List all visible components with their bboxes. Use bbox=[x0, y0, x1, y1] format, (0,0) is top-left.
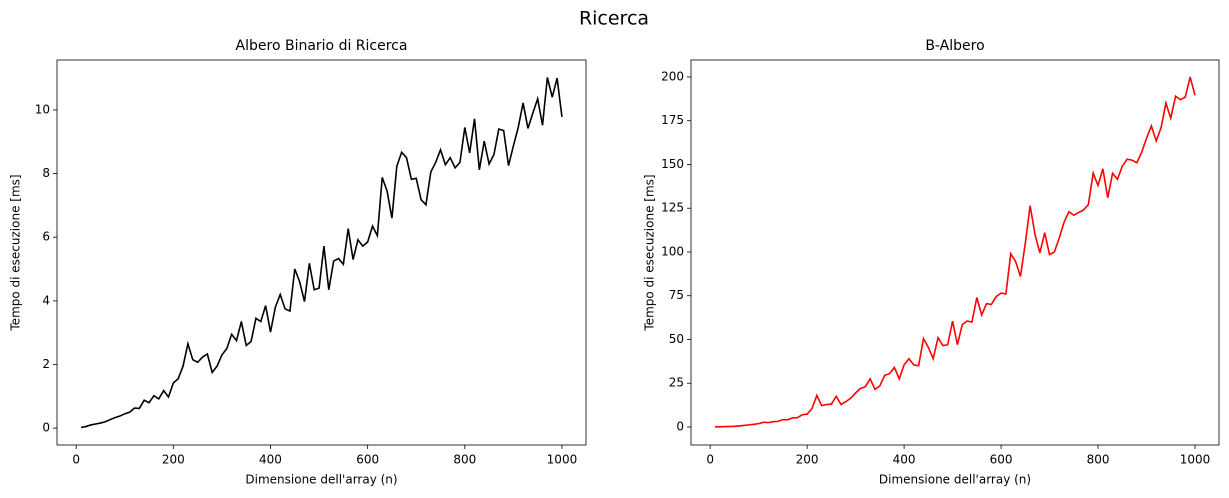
y-tick-label: 125 bbox=[661, 201, 684, 215]
y-tick-label: 75 bbox=[669, 288, 684, 302]
x-tick-label: 0 bbox=[706, 453, 714, 467]
axes-title: B-Albero bbox=[925, 38, 984, 54]
x-axis-label: Dimensione dell'array (n) bbox=[245, 473, 397, 487]
y-tick-label: 50 bbox=[669, 332, 684, 346]
x-axis-label: Dimensione dell'array (n) bbox=[879, 473, 1031, 487]
axes-frame bbox=[690, 59, 1220, 446]
data-line bbox=[715, 76, 1196, 428]
x-tick-label: 400 bbox=[259, 453, 282, 467]
x-tick-label: 1000 bbox=[547, 453, 578, 467]
y-axis-label: Tempo di esecuzione [ms] bbox=[9, 174, 23, 331]
axes-frame bbox=[56, 59, 587, 446]
y-tick-label: 150 bbox=[661, 157, 684, 171]
y-tick-label: 100 bbox=[661, 244, 684, 258]
x-tick-label: 600 bbox=[356, 453, 379, 467]
x-tick-label: 200 bbox=[796, 453, 819, 467]
x-tick-label: 600 bbox=[990, 453, 1013, 467]
x-tick-label: 800 bbox=[1087, 453, 1110, 467]
y-tick-label: 175 bbox=[661, 113, 684, 127]
x-tick-label: 200 bbox=[162, 453, 185, 467]
y-tick-label: 25 bbox=[669, 376, 684, 390]
x-tick-label: 0 bbox=[72, 453, 80, 467]
y-axis-label: Tempo di esecuzione [ms] bbox=[643, 174, 657, 331]
axes-title: Albero Binario di Ricerca bbox=[236, 38, 408, 54]
y-tick-label: 200 bbox=[661, 69, 684, 83]
x-tick-label: 1000 bbox=[1180, 453, 1211, 467]
figure-title: Ricerca bbox=[579, 8, 649, 30]
y-tick-label: 6 bbox=[42, 230, 50, 244]
y-tick-label: 2 bbox=[42, 357, 50, 371]
y-tick-label: 0 bbox=[42, 421, 50, 435]
y-tick-label: 8 bbox=[42, 166, 50, 180]
y-tick-label: 4 bbox=[42, 293, 50, 307]
y-tick-label: 0 bbox=[676, 419, 684, 433]
data-line bbox=[80, 77, 563, 429]
x-tick-label: 400 bbox=[893, 453, 916, 467]
x-tick-label: 800 bbox=[453, 453, 476, 467]
y-tick-label: 10 bbox=[35, 102, 50, 116]
